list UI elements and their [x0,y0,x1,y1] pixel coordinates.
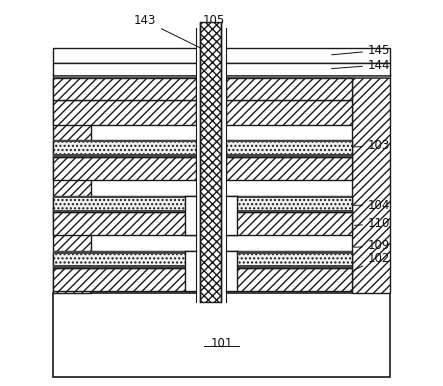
Bar [185,251,196,291]
Text: 143: 143 [134,14,209,52]
Bar [200,22,222,302]
Text: 102: 102 [354,252,390,270]
Bar [53,154,196,157]
Bar [53,48,390,63]
Bar [226,251,352,254]
Bar [226,157,352,179]
Bar [53,251,196,268]
Bar [226,140,352,157]
Bar [53,63,390,76]
Text: 109: 109 [354,239,390,252]
Bar [53,75,390,78]
Bar [53,266,196,268]
Text: 144: 144 [331,59,390,71]
Bar [53,78,196,100]
Text: 105: 105 [203,14,225,60]
Text: 110: 110 [354,217,390,230]
Bar [185,196,196,235]
Text: 145: 145 [331,44,390,57]
Bar [53,293,390,377]
Bar [226,78,352,100]
Bar [226,266,352,268]
Bar [196,24,200,302]
Bar [226,100,352,125]
Bar [53,140,196,157]
Bar [226,251,237,291]
Text: 101: 101 [210,337,233,350]
Bar [226,154,352,157]
Bar [53,196,196,212]
Bar [226,210,352,212]
Bar [53,210,196,212]
Text: 103: 103 [354,139,390,152]
Bar [226,212,352,235]
Bar [226,251,352,268]
Bar [53,268,196,291]
Bar [53,140,196,142]
Text: 104: 104 [354,199,390,212]
Bar [352,74,390,293]
Bar [53,100,196,125]
Bar [53,157,196,179]
Bar [226,196,352,212]
Bar [226,140,352,142]
Bar [226,196,237,235]
Bar [53,196,196,198]
Bar [53,251,196,254]
Bar [53,74,91,293]
Bar [53,212,196,235]
Bar [226,268,352,291]
Bar [222,24,226,302]
Bar [226,196,352,198]
